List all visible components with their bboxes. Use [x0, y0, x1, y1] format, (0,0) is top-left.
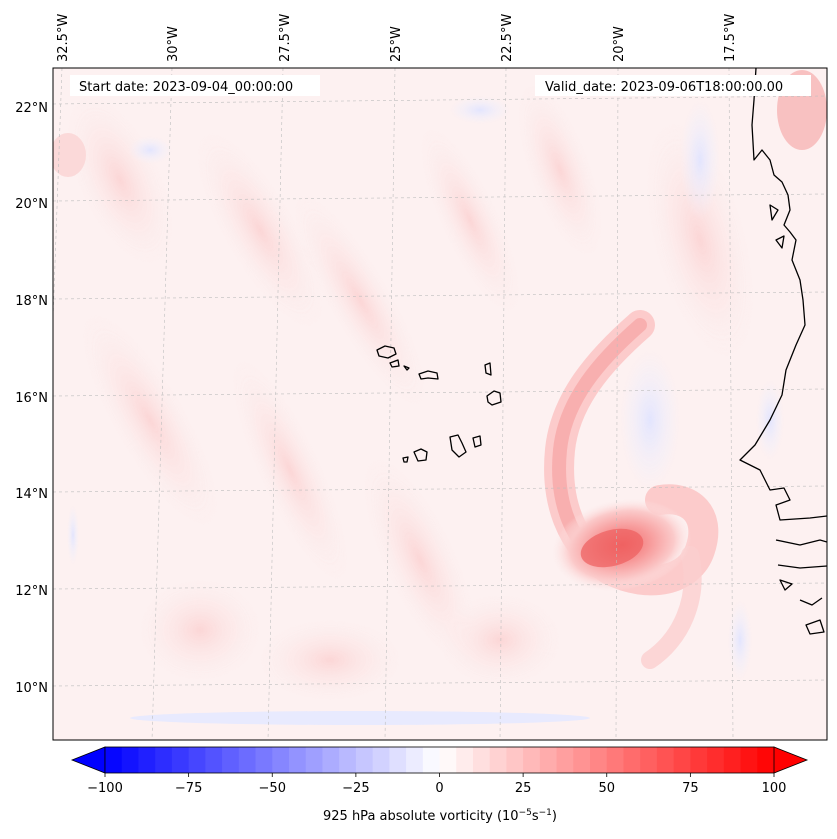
latitude-labels: 22°N 20°N 18°N 16°N 14°N 12°N 10°N [15, 101, 48, 696]
colorbar-tick-label: −100 [87, 781, 123, 796]
colorbar-cell [255, 747, 273, 773]
colorbar-cell [489, 747, 507, 773]
colorbar-cell [422, 747, 441, 773]
colorbar-tick-label: −50 [259, 781, 286, 796]
valid-date-box: Valid_date: 2023-09-06T18:00:00.00 [535, 75, 811, 96]
colorbar-cell [506, 747, 524, 773]
colorbar-cell [640, 747, 658, 773]
colorbar-cell [590, 747, 608, 773]
colorbar-cell [238, 747, 257, 773]
start-date-text: Start date: 2023-09-04_00:00:00 [79, 80, 293, 95]
colorbar-cell [406, 747, 424, 773]
colorbar-tick-label: 25 [515, 781, 532, 796]
colorbar-label-close: ) [552, 809, 557, 824]
colorbar-cell [272, 747, 290, 773]
lon-label: 30°W [166, 26, 181, 62]
colorbar-label: 925 hPa absolute vorticity (10−5s−1) [323, 808, 557, 824]
colorbar-cell [556, 747, 574, 773]
colorbar-cell [523, 747, 541, 773]
lat-label: 20°N [15, 197, 48, 212]
lat-label: 14°N [15, 487, 48, 502]
island-santo-antao [376, 345, 397, 359]
colorbar-cell [690, 747, 708, 773]
colorbar-cell [707, 747, 725, 773]
vorticity-background-texture [53, 70, 827, 725]
colorbar-cell [439, 747, 457, 773]
coastline [376, 68, 827, 635]
colorbar-label-main: 925 hPa absolute vorticity (10 [323, 809, 519, 824]
colorbar-ticks: −100 −75 −50 −25 0 25 50 75 100 [87, 773, 786, 796]
colorbar-tick-label: 50 [598, 781, 615, 796]
colorbar-cell [606, 747, 624, 773]
lat-label: 12°N [15, 584, 48, 599]
colorbar-cell [288, 747, 307, 773]
colorbar-cell [723, 747, 742, 773]
colorbar-cell [740, 747, 758, 773]
map-frame [52, 67, 828, 741]
colorbar-cells [105, 747, 775, 773]
colorbar-cell [472, 747, 491, 773]
colorbar-label-mid: s [532, 809, 539, 824]
vorticity-vortex [544, 310, 719, 669]
colorbar-cell [656, 747, 675, 773]
colorbar-cell [673, 747, 691, 773]
lat-label: 22°N [15, 101, 48, 116]
colorbar-cell [539, 747, 558, 773]
colorbar-cell [355, 747, 374, 773]
colorbar-cell [389, 747, 407, 773]
lon-label: 17.5°W [723, 14, 738, 62]
lon-label: 25°W [389, 26, 404, 62]
colorbar-cell [623, 747, 641, 773]
colorbar-cell [188, 747, 206, 773]
map-panel: Start date: 2023-09-04_00:00:00 Valid_da… [53, 68, 827, 740]
lon-label: 22.5°W [500, 14, 515, 62]
colorbar-cell [105, 747, 123, 773]
colorbar-tick-label: −25 [342, 781, 369, 796]
lat-label: 18°N [15, 294, 48, 309]
colorbar-cell [121, 747, 139, 773]
lon-label: 20°W [612, 26, 627, 62]
colorbar-cell [573, 747, 591, 773]
colorbar-cell [372, 747, 390, 773]
valid-date-text: Valid_date: 2023-09-06T18:00:00.00 [545, 80, 783, 95]
graticule [53, 68, 827, 740]
colorbar-cell [205, 747, 223, 773]
colorbar-cell [138, 747, 156, 773]
colorbar-max-extend [773, 746, 809, 774]
colorbar-cell [222, 747, 240, 773]
lat-label: 16°N [15, 391, 48, 406]
colorbar: −100 −75 −50 −25 0 25 50 75 100 925 hPa absolute… [70, 746, 809, 824]
colorbar-tick-label: −75 [175, 781, 202, 796]
lon-label: 32.5°W [56, 14, 71, 62]
colorbar-cell [757, 747, 775, 773]
colorbar-tick-label: 100 [762, 781, 787, 796]
colorbar-tick-label: 75 [682, 781, 699, 796]
colorbar-cell [339, 747, 357, 773]
colorbar-tick-label: 0 [435, 781, 443, 796]
colorbar-label-exp2: −1 [539, 808, 552, 818]
colorbar-label-exp1: −5 [519, 808, 532, 818]
colorbar-cell [305, 747, 323, 773]
colorbar-cell [322, 747, 340, 773]
colorbar-min-extend [70, 746, 106, 774]
colorbar-cell [456, 747, 474, 773]
colorbar-cell [171, 747, 190, 773]
longitude-labels: 32.5°W 30°W 27.5°W 25°W 22.5°W 20°W 17.5… [56, 14, 738, 62]
start-date-box: Start date: 2023-09-04_00:00:00 [70, 75, 320, 96]
lat-label: 10°N [15, 681, 48, 696]
africa-coastline [739, 68, 827, 521]
lon-label: 27.5°W [278, 14, 293, 62]
colorbar-cell [155, 747, 173, 773]
